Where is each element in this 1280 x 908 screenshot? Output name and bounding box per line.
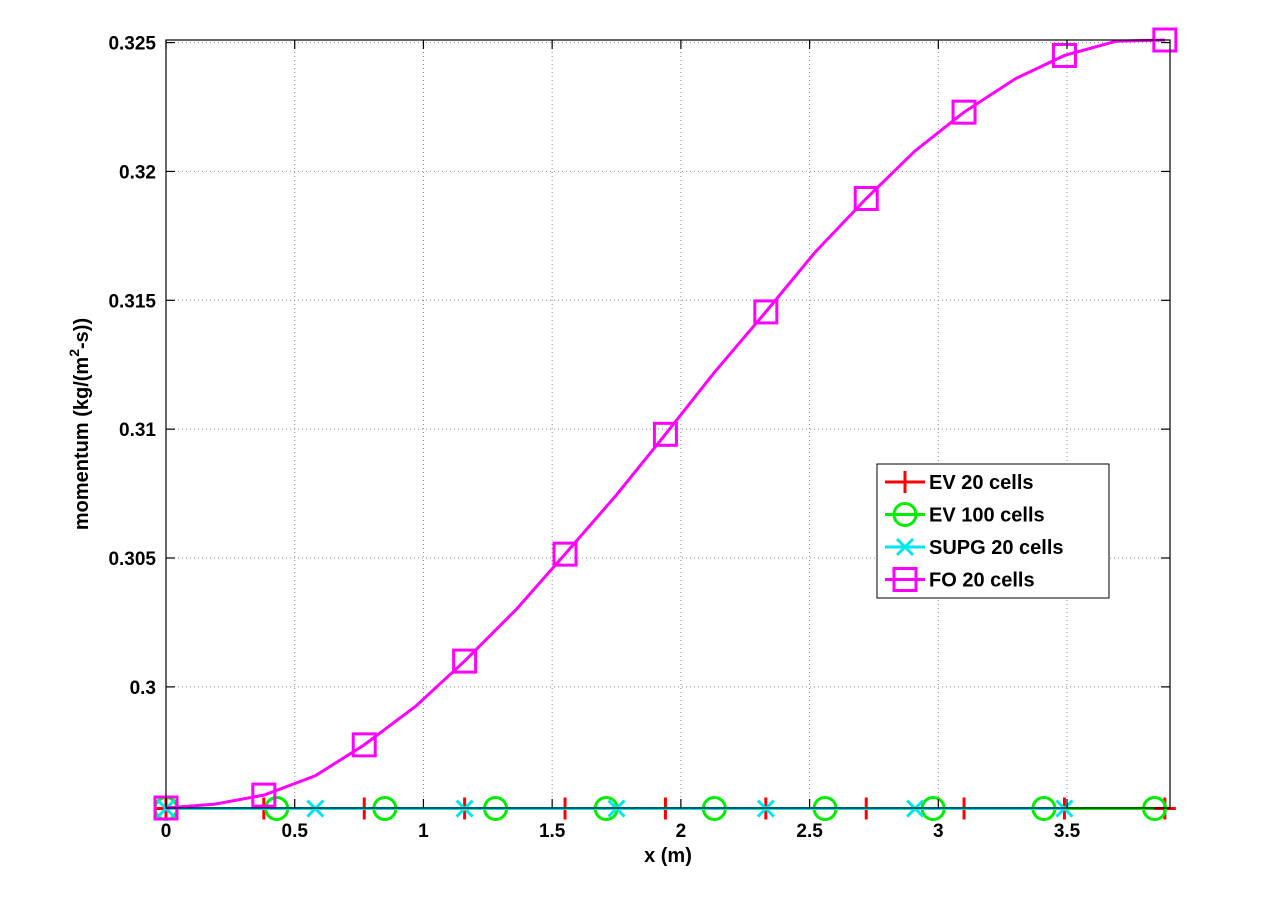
y-axis-label-main: momentum (kg/(m xyxy=(71,357,93,530)
series-point xyxy=(853,185,879,211)
legend-marker xyxy=(894,471,916,493)
plot-frame xyxy=(165,39,1171,809)
legend-label: SUPG 20 cells xyxy=(929,537,1064,559)
y-axis-label: momentum (kg/(m2-s)) xyxy=(66,318,93,530)
legend-label: FO 20 cells xyxy=(929,570,1035,592)
legend-marker xyxy=(892,567,918,592)
legend-label: EV 100 cells xyxy=(929,505,1045,527)
series-point xyxy=(652,421,678,447)
legend-entry: SUPG 20 cells xyxy=(885,537,1064,559)
x-axis-label: x (m) xyxy=(644,845,692,867)
legend-entry: EV 100 cells xyxy=(885,502,1045,527)
legend: EV 20 cells EV 100 cells SUPG 20 cells FO 2… xyxy=(876,463,1110,599)
y-tick-label: 0.3 xyxy=(130,678,156,699)
marker-x-stroke-b xyxy=(895,537,915,557)
y-tick-label: 0.325 xyxy=(108,34,156,55)
ticks: 0 0.5 1 1.5 2 2.5 3 3.5 0.3 0.305 0.31 0.315 0.32 0.3… xyxy=(108,34,1170,842)
series-point xyxy=(552,541,578,567)
series-point xyxy=(951,99,977,125)
x-tick-label: 3.5 xyxy=(1054,821,1081,842)
y-tick-label: 0.31 xyxy=(119,420,156,441)
x-tick-label: 3 xyxy=(933,821,944,842)
x-tick-label: 2.5 xyxy=(796,821,823,842)
series-point xyxy=(1051,42,1077,68)
series-point xyxy=(753,299,779,325)
series-point xyxy=(251,782,277,808)
y-axis-label-end: -s)) xyxy=(71,318,93,349)
legend-entry: FO 20 cells xyxy=(885,567,1035,592)
x-tick-label: 1.5 xyxy=(539,821,566,842)
y-axis-label-superscript: 2 xyxy=(66,349,82,357)
x-tick-label: 1 xyxy=(418,821,429,842)
series-3 xyxy=(153,27,1178,821)
y-tick-label: 0.32 xyxy=(119,162,156,183)
grid-lines xyxy=(166,40,1170,808)
x-tick-label: 2 xyxy=(676,821,687,842)
series-point xyxy=(452,648,478,674)
legend-entry: EV 20 cells xyxy=(885,471,1034,494)
legend-marker xyxy=(895,537,915,557)
x-tick-label: 0.5 xyxy=(282,821,309,842)
x-tick-label: 0 xyxy=(161,821,172,842)
legend-label: EV 20 cells xyxy=(929,472,1034,494)
series-point xyxy=(351,732,377,758)
y-tick-label: 0.315 xyxy=(108,291,156,312)
series-line xyxy=(165,38,1165,810)
y-tick-label: 0.305 xyxy=(108,549,156,570)
legend-marker xyxy=(892,502,918,527)
